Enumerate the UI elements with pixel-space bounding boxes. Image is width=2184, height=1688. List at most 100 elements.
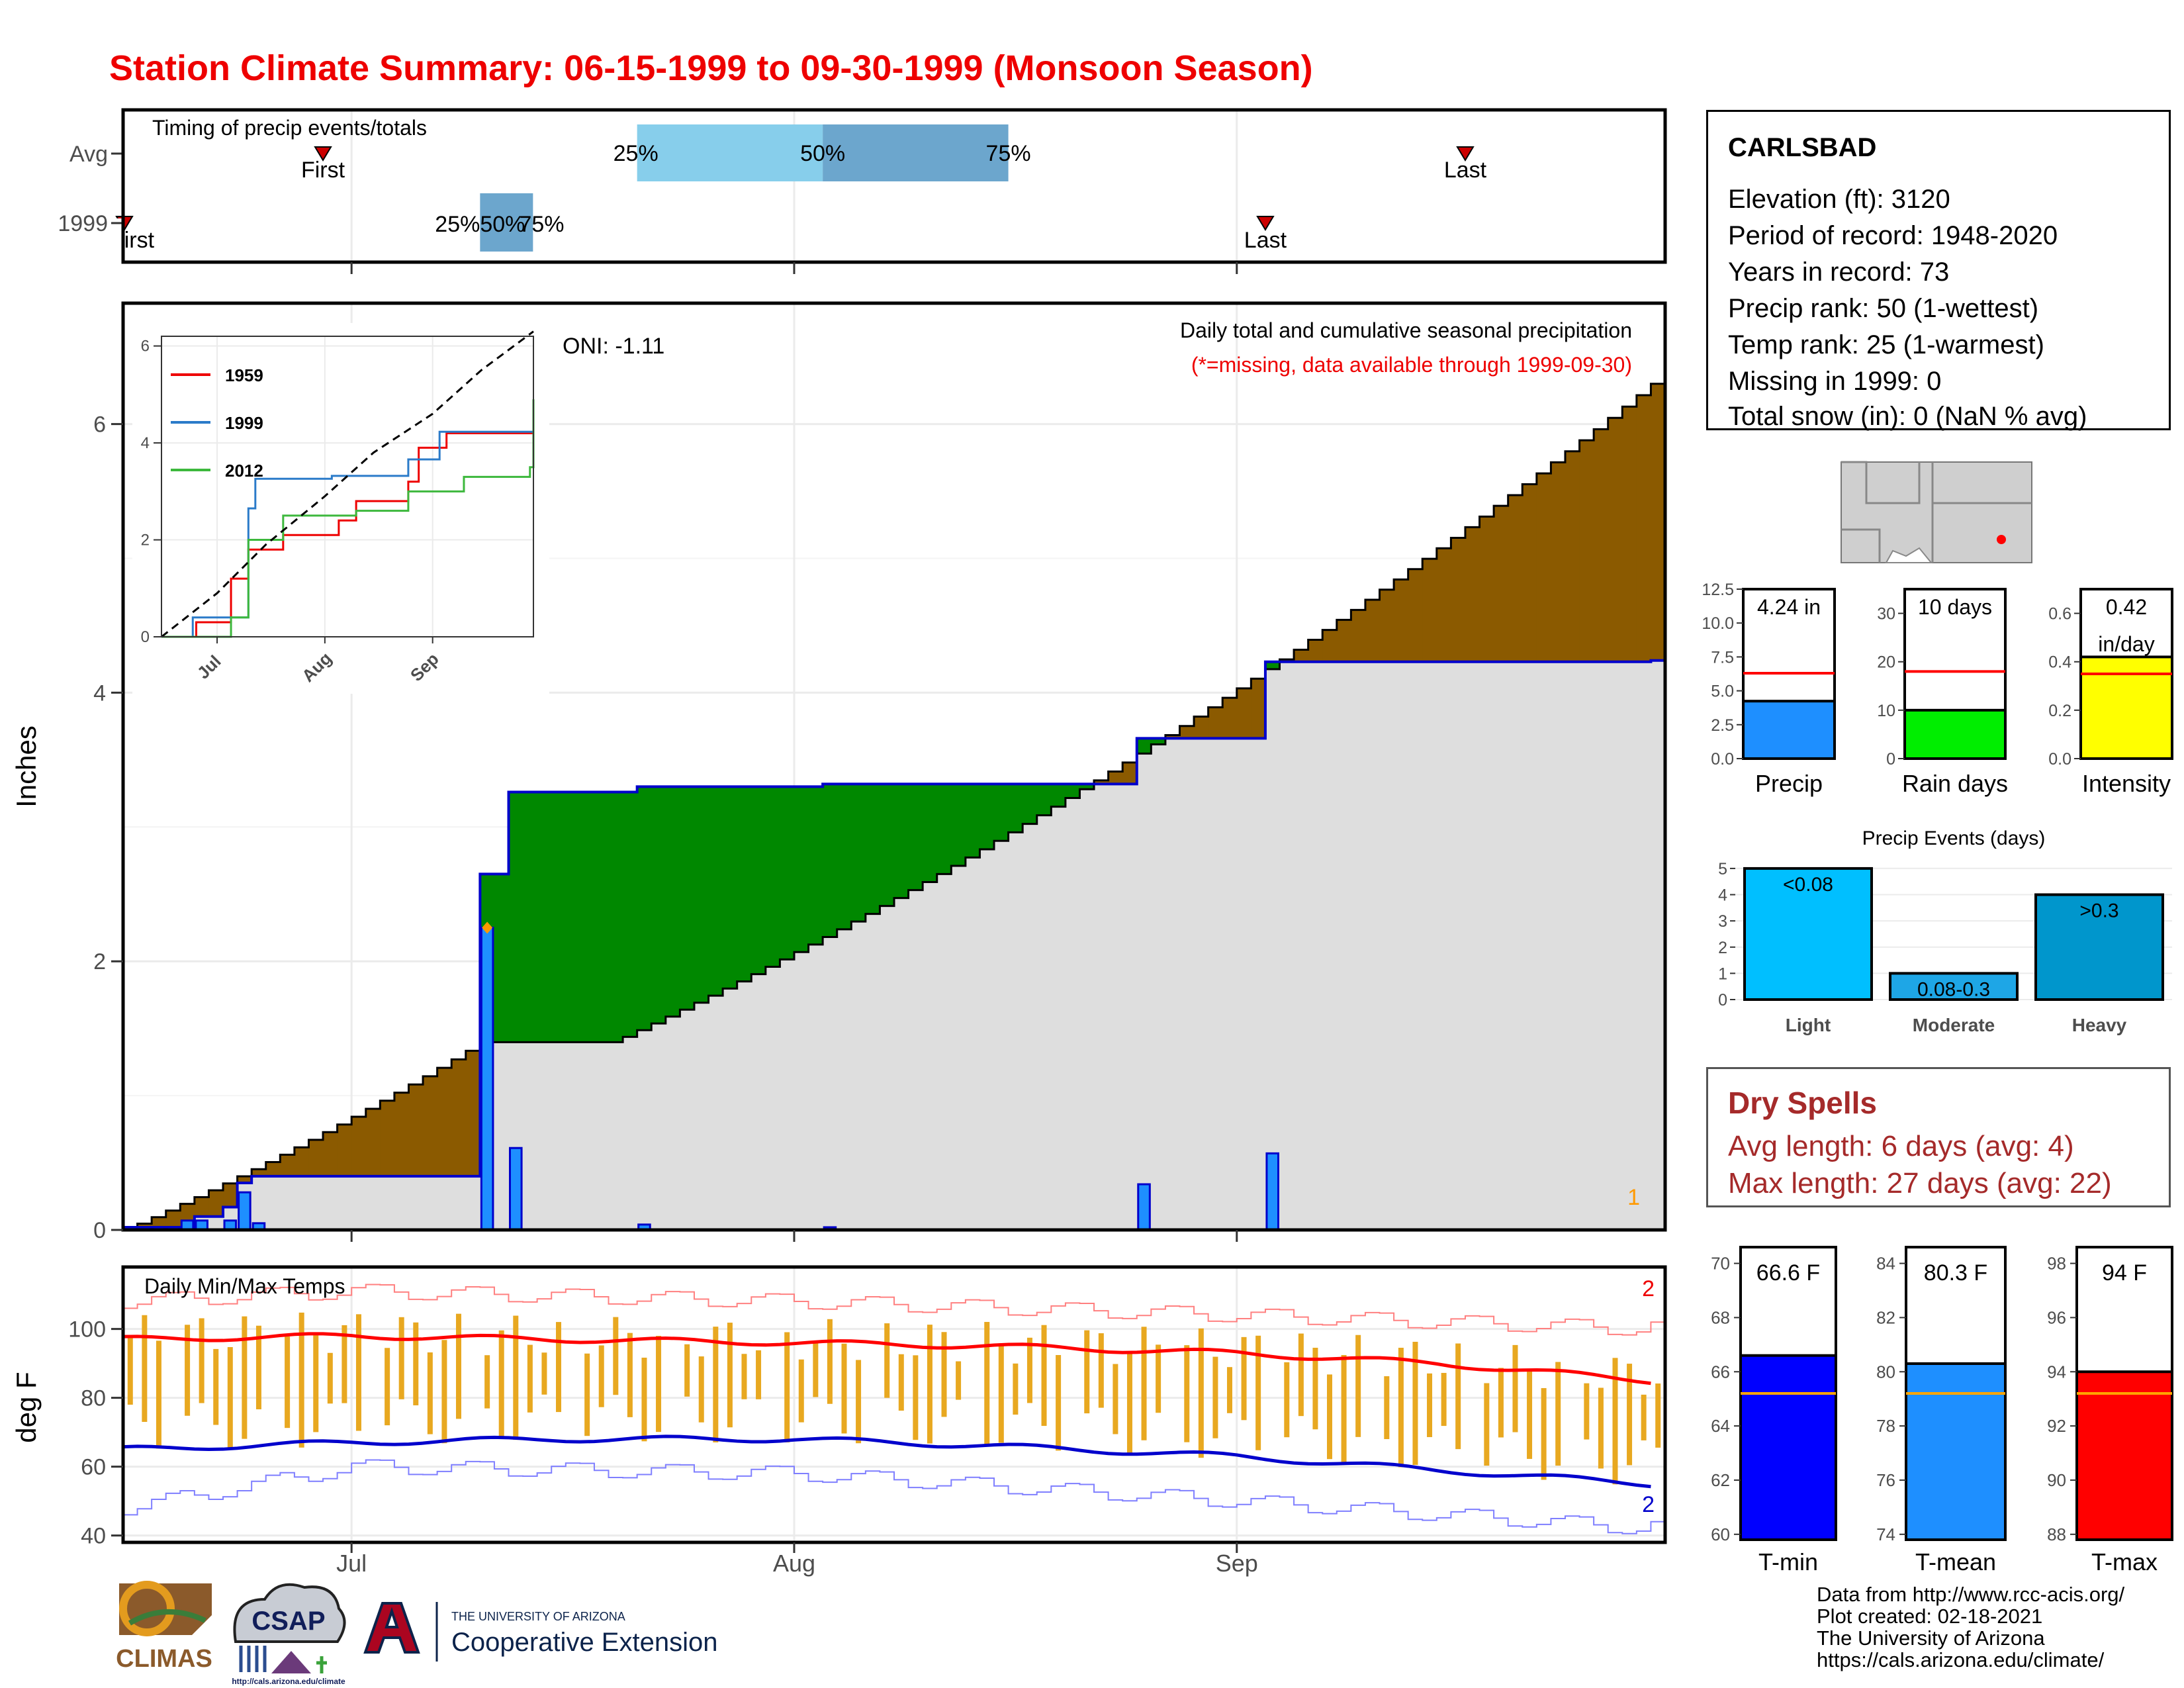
temp-frame bbox=[121, 1265, 1667, 1544]
inset-ytick-label: 2 bbox=[141, 532, 150, 549]
daily-temp-range-bar bbox=[813, 1341, 819, 1397]
daily-temp-range-bar bbox=[1412, 1342, 1418, 1465]
daily-temp-range-bar bbox=[1026, 1337, 1032, 1403]
avg-fill-column bbox=[594, 1042, 610, 1230]
precip-bar bbox=[1742, 700, 1836, 760]
deficit-fill-column bbox=[1522, 484, 1537, 662]
avg-fill-column bbox=[437, 1176, 452, 1230]
tmin-ytick-label: 64 bbox=[1711, 1416, 1730, 1436]
inset-bg bbox=[132, 323, 549, 694]
raindays-ytick-label: 20 bbox=[1877, 653, 1895, 672]
summary-bars: 4.24 in 0.0 2.5 5.0 7.5 10.0 12.5 Precip 10 days… bbox=[1702, 581, 2173, 797]
inset-series-1959 bbox=[161, 428, 535, 638]
inset-frame bbox=[161, 336, 534, 637]
avg-fill-column bbox=[280, 1176, 295, 1230]
avg-fill-column bbox=[851, 921, 866, 1230]
credit-url: https://cals.arizona.edu/climate/ bbox=[1817, 1648, 2105, 1671]
deficit-fill-column bbox=[1322, 630, 1338, 662]
info-elevation: Elevation (ft): 3120 bbox=[1728, 185, 1950, 214]
surplus-fill-column bbox=[936, 784, 952, 874]
climas-wordmark: CLIMAS bbox=[116, 1645, 212, 1673]
deficit-fill-column bbox=[380, 1100, 395, 1176]
avg-fill-column bbox=[1608, 661, 1623, 1230]
dry-spells-avg: Avg length: 6 days (avg: 4) bbox=[1728, 1130, 2074, 1162]
daily-temp-range-bar bbox=[199, 1318, 205, 1403]
daily-temp-range-bar bbox=[1441, 1373, 1447, 1427]
avg-fill-column bbox=[308, 1176, 324, 1230]
dry-spells-max: Max length: 27 days (avg: 22) bbox=[1728, 1167, 2112, 1199]
surplus-fill-column bbox=[737, 786, 752, 982]
deficit-fill-column bbox=[1408, 569, 1423, 662]
daily-temp-range-bar bbox=[613, 1317, 619, 1395]
avg-first-label: First bbox=[301, 158, 345, 183]
daily-temp-range-bar bbox=[213, 1348, 219, 1425]
deficit-fill-column bbox=[1451, 538, 1466, 662]
surplus-fill-column bbox=[823, 784, 838, 937]
deficit-fill-column bbox=[165, 1210, 181, 1227]
daily-temp-range-bar bbox=[285, 1336, 291, 1429]
avg-fill-column bbox=[1108, 784, 1123, 1230]
info-period: Period of record: 1948-2020 bbox=[1728, 221, 2058, 250]
inset-average-line bbox=[161, 330, 534, 638]
climas-logo-shape bbox=[119, 1583, 212, 1635]
intensity-value-text: in/day bbox=[2098, 632, 2154, 656]
credit-university: The University of Arizona bbox=[1817, 1626, 2045, 1650]
daily-temp-range-bar bbox=[841, 1343, 847, 1434]
avg-fill-column bbox=[1522, 661, 1537, 1230]
daily-temp-range-bar bbox=[1555, 1362, 1561, 1466]
tmin-label: T-min bbox=[1758, 1548, 1818, 1575]
avg-fill-column bbox=[323, 1176, 338, 1230]
credit-data-source: Data from http://www.rcc-acis.org/ bbox=[1817, 1583, 2125, 1606]
tmax-ytick-label: 96 bbox=[2047, 1307, 2066, 1327]
avg-fill-column bbox=[423, 1176, 438, 1230]
avg-fill-column bbox=[737, 981, 752, 1230]
intensity-bar bbox=[2079, 655, 2173, 761]
avg-fill-column bbox=[1151, 744, 1166, 1230]
surplus-fill-column bbox=[1151, 738, 1166, 745]
deficit-fill-column bbox=[1479, 516, 1494, 662]
avg-fill-column bbox=[1394, 661, 1409, 1230]
location-map bbox=[1841, 461, 2032, 563]
avg-fill-column bbox=[465, 1176, 480, 1230]
record-min-line bbox=[123, 1459, 1665, 1534]
avg-fill-column bbox=[523, 1042, 538, 1230]
avg-cumulative-line bbox=[123, 383, 1665, 1231]
avg-fill-column bbox=[1436, 661, 1451, 1230]
avg-fill-column bbox=[408, 1176, 424, 1230]
daily-temp-range-bar bbox=[1298, 1333, 1304, 1417]
daily-temp-range-bar bbox=[327, 1352, 333, 1404]
intensity-ytick-label: 0.0 bbox=[2048, 750, 2071, 769]
daily-temp-range-bar bbox=[1156, 1344, 1161, 1413]
surplus-fill-column bbox=[908, 784, 923, 890]
inset-ytick-label: 6 bbox=[141, 338, 150, 355]
surplus-fill-column bbox=[1051, 784, 1066, 807]
avg-fill-column bbox=[1422, 661, 1437, 1230]
temp-ytick-label: 80 bbox=[81, 1386, 106, 1411]
deficit-fill-column bbox=[1594, 429, 1609, 662]
avg-fill-column bbox=[994, 841, 1009, 1230]
ua-name: THE UNIVERSITY OF ARIZONA bbox=[451, 1610, 625, 1623]
daily-temp-range-bar bbox=[1398, 1348, 1404, 1468]
avg-fill-column bbox=[1136, 753, 1152, 1230]
deficit-fill-column bbox=[280, 1154, 295, 1176]
surplus-fill-column bbox=[580, 792, 595, 1043]
avg-fill-column bbox=[494, 1042, 510, 1230]
avg-fill-column bbox=[1194, 738, 1209, 1230]
tmean-ytick-label: 76 bbox=[1876, 1470, 1895, 1490]
tmin-ytick-label: 68 bbox=[1711, 1307, 1730, 1327]
climas-leaf-icon bbox=[128, 1609, 206, 1626]
tmin-ytick-label: 60 bbox=[1711, 1524, 1730, 1544]
avg-fill-column bbox=[637, 1030, 652, 1230]
surplus-fill-column bbox=[608, 792, 623, 1043]
deficit-fill-column bbox=[1622, 406, 1637, 662]
avg-fill-column bbox=[665, 1016, 680, 1230]
avg-fill-column bbox=[951, 865, 966, 1230]
tmean-ytick-label: 78 bbox=[1876, 1416, 1895, 1436]
avg-fill-column bbox=[580, 1042, 595, 1230]
avg-25-label: 25% bbox=[614, 141, 659, 166]
event-bar-light bbox=[1743, 867, 1873, 1002]
surplus-fill-column bbox=[523, 792, 538, 1043]
avg-fill-column bbox=[537, 1042, 552, 1230]
